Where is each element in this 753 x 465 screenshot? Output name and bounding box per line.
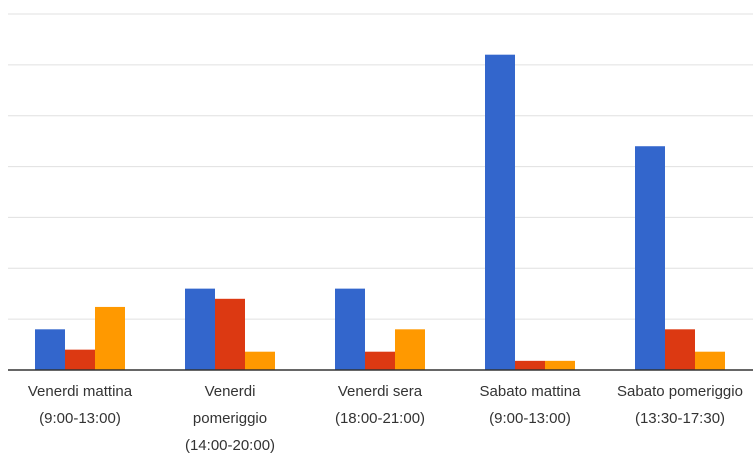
bar-series-1-cat-1 [35,329,65,370]
bar-series-3-cat-5 [695,351,725,370]
bar-series-1-cat-4 [485,54,515,370]
x-tick-label: Venerdi sera [338,383,423,400]
bar-series-3-cat-1 [95,306,125,370]
x-tick-label: pomeriggio [193,410,267,427]
bar-series-2-cat-5 [665,329,695,370]
bars [35,54,725,370]
bar-series-3-cat-3 [395,329,425,370]
bar-series-3-cat-2 [245,351,275,370]
bar-series-2-cat-3 [365,351,395,370]
x-tick-label: Sabato pomeriggio [617,383,743,400]
x-tick-label: Sabato mattina [480,383,582,400]
gridlines [8,13,753,320]
bar-series-2-cat-2 [215,298,245,370]
bar-series-2-cat-4 [515,360,545,370]
x-tick-label: Venerdi mattina [28,383,133,400]
bar-series-1-cat-5 [635,146,665,370]
x-tick-label: (9:00-13:00) [489,410,571,427]
x-tick-label: Venerdi [205,383,256,400]
x-tick-label: (14:00-20:00) [185,437,275,454]
bar-series-2-cat-1 [65,349,95,370]
bar-series-1-cat-2 [185,288,215,370]
x-tick-label: (18:00-21:00) [335,410,425,427]
x-tick-label: (13:30-17:30) [635,410,725,427]
x-tick-label: (9:00-13:00) [39,410,121,427]
bar-series-1-cat-3 [335,288,365,370]
x-tick-labels: Venerdi mattina (9:00-13:00) Venerdi pomeri… [28,383,743,454]
bar-series-3-cat-4 [545,360,575,370]
